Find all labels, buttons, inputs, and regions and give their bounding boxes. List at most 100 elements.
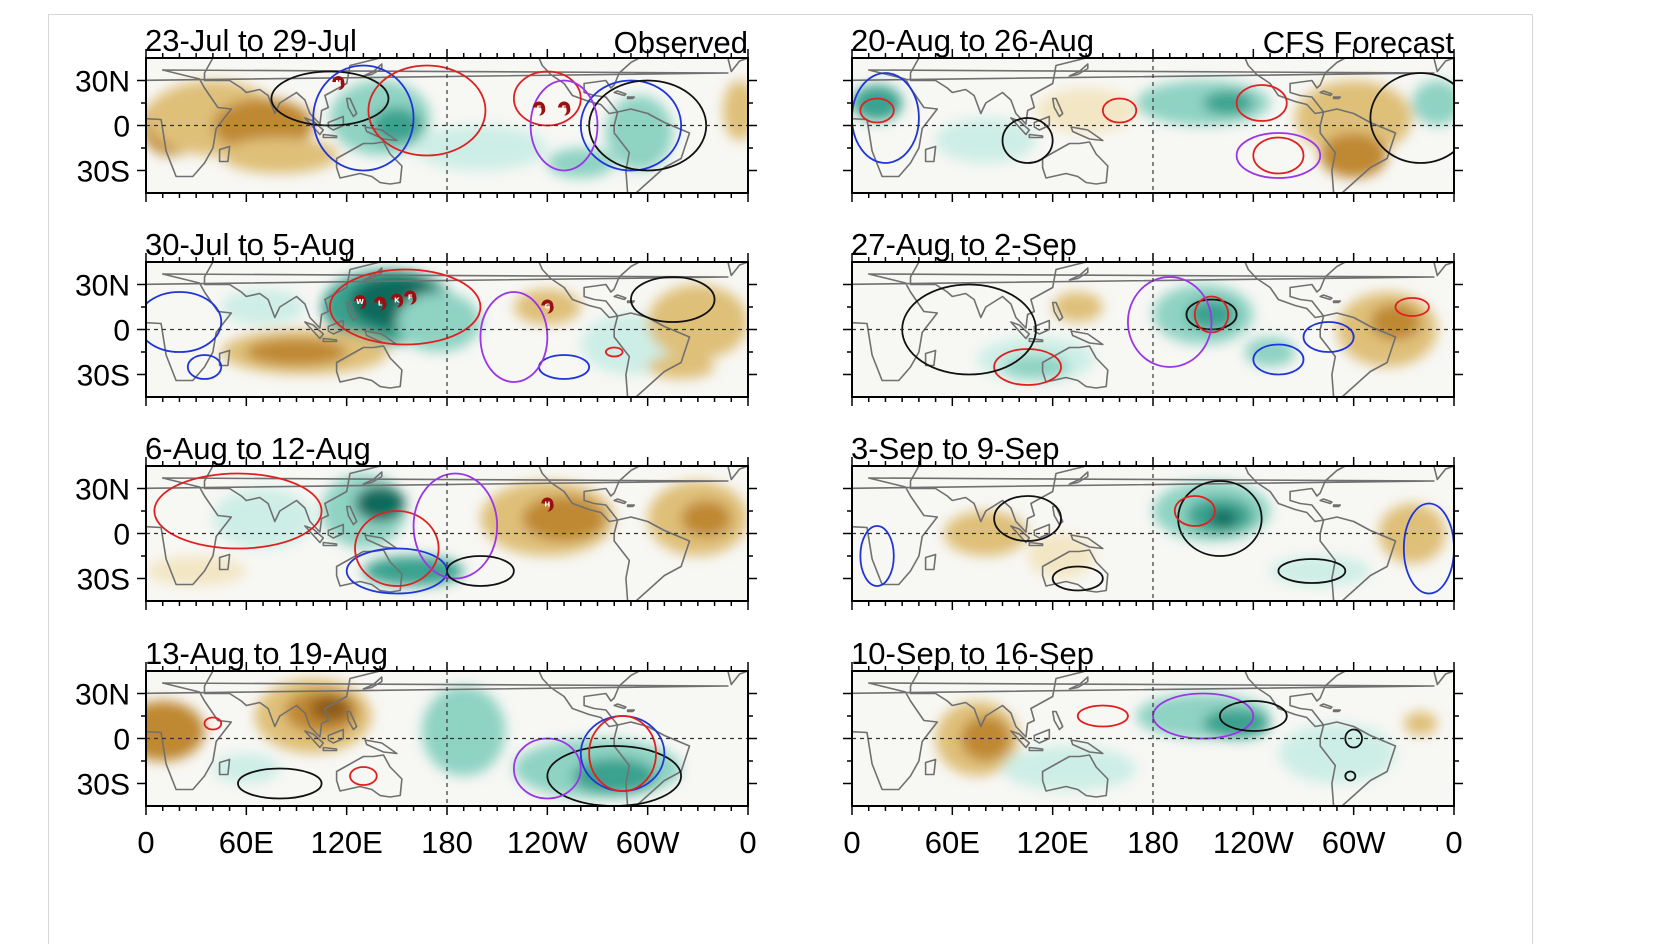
contour-line xyxy=(1235,84,1288,122)
coastline xyxy=(1319,312,1397,397)
coastline xyxy=(1041,549,1109,593)
coastline xyxy=(345,710,358,731)
panel-title: 20-Aug to 26-Aug xyxy=(851,23,1094,58)
axis-ticks xyxy=(137,253,757,406)
coastline xyxy=(218,758,231,776)
storm-label: F xyxy=(562,105,567,113)
coastline xyxy=(1070,126,1104,142)
contour-line xyxy=(1302,321,1355,353)
contour-line xyxy=(1152,692,1255,740)
coastline xyxy=(364,534,398,550)
coastline xyxy=(218,553,231,571)
anomaly-blob xyxy=(681,500,732,537)
anomaly-blob xyxy=(1002,746,1137,791)
map-plot-area xyxy=(852,671,1454,806)
coastline xyxy=(852,682,1435,791)
panel-title: 6-Aug to 12-Aug xyxy=(145,431,371,466)
coastlines xyxy=(852,671,1454,806)
anomaly-blob xyxy=(943,511,1028,556)
map-plot-area: W L K F G xyxy=(146,262,748,397)
coastline xyxy=(1028,133,1044,139)
panel-title: 30-Jul to 5-Aug xyxy=(145,227,355,262)
contour-line xyxy=(993,348,1062,386)
contour-line xyxy=(270,70,390,127)
coastline xyxy=(1332,96,1342,100)
coastline xyxy=(1332,504,1342,508)
storm-icon xyxy=(541,497,554,512)
coastline xyxy=(852,273,1435,382)
anomaly-blob xyxy=(146,556,247,586)
coastline xyxy=(852,477,1435,586)
precipitation-shading xyxy=(146,473,748,586)
contour-line xyxy=(1076,704,1129,728)
coastline xyxy=(1028,541,1044,547)
panel-title: 10-Sep to 16-Sep xyxy=(851,636,1094,671)
anomaly-blob xyxy=(960,716,1011,761)
coastline xyxy=(1010,730,1031,749)
coastline xyxy=(1433,58,1454,73)
latitude-label: 30S xyxy=(77,360,130,393)
longitude-label: 0 xyxy=(137,825,154,860)
coastline xyxy=(1332,300,1342,304)
coastline xyxy=(1319,294,1333,301)
longitude-label: 0 xyxy=(1445,825,1462,860)
storm-label: F xyxy=(408,294,413,302)
storm-label: L xyxy=(378,300,383,308)
coastline xyxy=(924,349,937,367)
coastline xyxy=(613,108,691,193)
storm-marker: E xyxy=(532,101,546,116)
coastline xyxy=(626,96,636,100)
map-plot-area xyxy=(852,262,1454,397)
coastline xyxy=(1070,534,1104,550)
map-plot-area: H xyxy=(146,466,748,601)
storm-label: W xyxy=(356,298,364,306)
anomaly-blob xyxy=(1002,355,1070,379)
storm-marker: H xyxy=(541,497,554,512)
anomaly-blob xyxy=(935,118,1036,163)
storm-icon xyxy=(558,101,571,116)
anomaly-blob xyxy=(1270,556,1371,586)
coastline xyxy=(613,721,691,806)
panel-title: 13-Aug to 19-Aug xyxy=(145,636,388,671)
latitude-label: 30N xyxy=(75,474,130,507)
coastline xyxy=(909,466,1087,533)
coastline xyxy=(1244,262,1347,319)
panel-title: 27-Aug to 2-Sep xyxy=(851,227,1077,262)
coastline xyxy=(613,498,627,505)
storm-marker: W xyxy=(354,295,367,310)
coastline xyxy=(727,58,748,73)
map-panel: 27-Aug to 2-Sep xyxy=(843,227,1463,406)
contour-line xyxy=(1252,136,1305,175)
longitude-label: 0 xyxy=(739,825,756,860)
coastline xyxy=(304,321,325,340)
coastlines xyxy=(146,262,748,397)
contour-line xyxy=(237,767,323,800)
coastline xyxy=(1051,301,1064,322)
coastline xyxy=(327,319,345,335)
coastline xyxy=(1068,63,1089,77)
anomaly-blob xyxy=(1295,80,1413,156)
axis-ticks xyxy=(843,253,1463,406)
coastline xyxy=(362,471,383,485)
coastline xyxy=(613,516,691,601)
coastline xyxy=(322,337,338,343)
velocity-potential-contours xyxy=(146,268,716,383)
coastline xyxy=(924,758,937,776)
contour-line xyxy=(852,72,920,164)
map-panel: 10-Sep to 16-Sep 0 60E 120E 180 120W 60W 0 xyxy=(843,636,1463,860)
coastline xyxy=(218,145,231,163)
contour-line xyxy=(1394,297,1430,317)
contour-line xyxy=(153,472,323,550)
anomaly-blob xyxy=(1052,292,1103,322)
storm-label: G xyxy=(544,303,550,311)
latitude-label: 30N xyxy=(75,679,130,712)
coastline xyxy=(1070,739,1104,755)
coastline xyxy=(146,682,729,791)
coastline xyxy=(364,739,398,755)
contour-line xyxy=(1344,770,1357,782)
velocity-potential-contours xyxy=(852,72,1454,179)
axis-ticks xyxy=(843,662,1463,815)
contour-line xyxy=(1173,495,1216,527)
contour-line xyxy=(412,472,499,580)
coastline xyxy=(1033,728,1051,744)
